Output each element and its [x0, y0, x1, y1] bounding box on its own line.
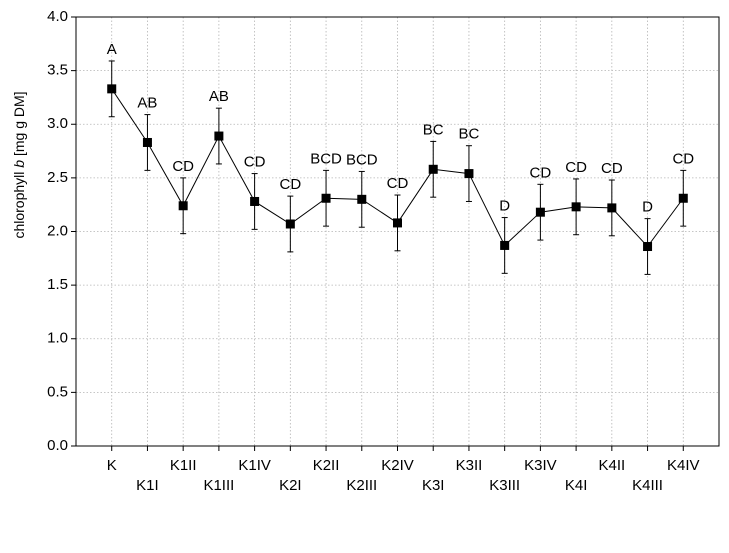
group-label: A — [107, 41, 117, 58]
group-label: CD — [279, 176, 301, 193]
x-tick-label: K4IV — [667, 457, 700, 474]
data-point — [142, 137, 152, 147]
x-tick-label: K4I — [565, 477, 588, 494]
data-point — [393, 218, 402, 228]
y-tick-label: 3.0 — [47, 115, 68, 132]
axis-layer — [71, 16, 720, 451]
group-label: CD — [601, 160, 623, 177]
data-point — [464, 169, 474, 179]
x-tick-label: K2III — [346, 477, 377, 494]
data-point — [643, 242, 653, 252]
data-point — [678, 193, 688, 203]
y-tick-label: 0.0 — [47, 437, 68, 454]
x-tick-label: K2I — [279, 477, 302, 494]
data-point — [535, 207, 545, 217]
plot-frame — [75, 16, 720, 447]
group-label: BC — [423, 121, 444, 138]
y-axis-title-part-3: [mg g DM] — [11, 91, 27, 159]
y-tick-label: 1.5 — [47, 276, 68, 293]
group-label: CD — [172, 158, 194, 175]
data-point — [250, 196, 260, 206]
y-tick-label: 4.0 — [47, 8, 68, 25]
series-layer — [107, 60, 688, 275]
x-tick-label: K1III — [203, 477, 234, 494]
x-tick-label: K1IV — [238, 457, 271, 474]
group-label: CD — [672, 150, 694, 167]
x-tick-label: K1II — [170, 457, 197, 474]
group-label: CD — [387, 175, 409, 192]
data-point — [285, 219, 295, 229]
label-layer: 0.0 0.5 1.0 1.5 2.0 2.5 3.0 3.5 4.0 K K1I K1II K1III… — [47, 8, 699, 494]
group-label: BCD — [346, 151, 378, 168]
y-tick-label: 2.5 — [47, 169, 68, 186]
y-tick-label: 2.0 — [47, 222, 68, 239]
x-tick-label: K2II — [313, 457, 340, 474]
data-point — [214, 131, 224, 141]
data-point — [571, 202, 581, 212]
y-axis-title-part-2: b — [11, 160, 27, 168]
y-axis-title: chlorophyll b [mg g DM] — [11, 91, 27, 238]
data-point — [607, 203, 617, 213]
x-tick-label: K3II — [456, 457, 483, 474]
data-point — [107, 84, 117, 94]
x-tick-label: K3IV — [524, 457, 557, 474]
x-tick-label: K — [107, 457, 117, 474]
x-tick-label: K4II — [598, 457, 625, 474]
y-tick-label: 1.0 — [47, 330, 68, 347]
x-tick-label: K1I — [136, 477, 159, 494]
y-tick-label: 0.5 — [47, 383, 68, 400]
x-tick-label: K2IV — [381, 457, 414, 474]
group-label: BC — [459, 126, 480, 143]
y-axis-title-part-1: chlorophyll — [11, 168, 27, 239]
y-tick-label: 3.5 — [47, 62, 68, 79]
data-point — [500, 240, 510, 250]
x-tick-label: K3III — [489, 477, 520, 494]
data-point — [178, 201, 188, 211]
group-label: D — [642, 199, 653, 216]
group-label: BCD — [310, 150, 342, 167]
data-point — [357, 194, 367, 204]
group-label: CD — [530, 164, 552, 181]
data-point — [321, 193, 331, 203]
x-tick-label: K3I — [422, 477, 445, 494]
group-label: CD — [244, 154, 266, 171]
data-point — [428, 164, 438, 174]
group-label: CD — [565, 159, 587, 176]
group-label: AB — [137, 95, 157, 112]
x-tick-label: K4III — [632, 477, 663, 494]
group-label: D — [499, 198, 510, 215]
group-label: AB — [209, 88, 229, 105]
